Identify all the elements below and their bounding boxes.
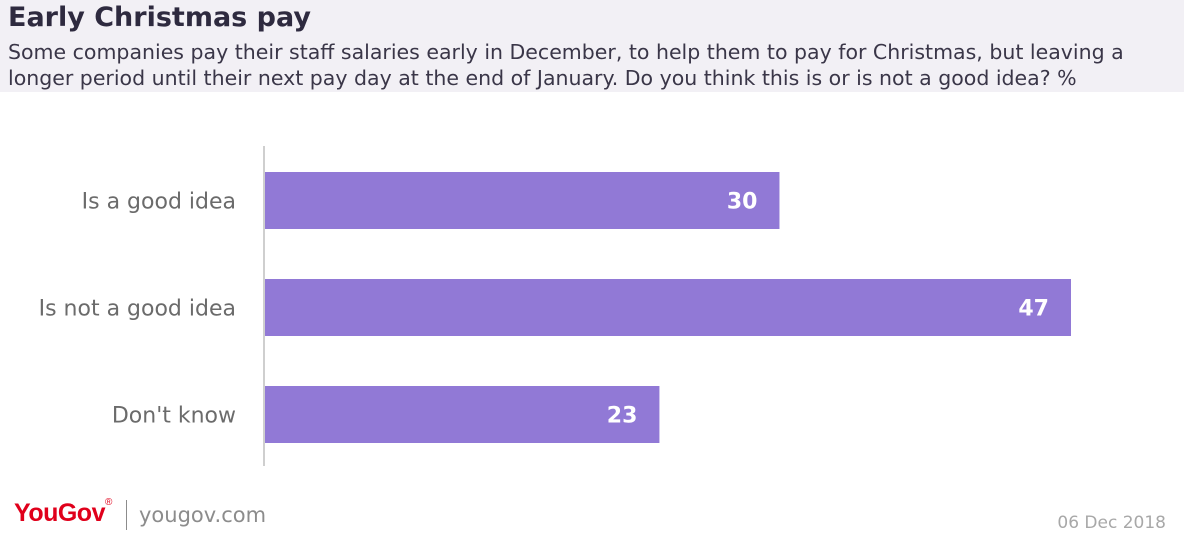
yougov-logo: YouGov®	[14, 497, 112, 528]
chart-header: Early Christmas pay Some companies pay t…	[0, 0, 1184, 92]
logo-divider	[126, 500, 127, 530]
bar-chart: Is a good idea 30 Is not a good idea 47 Don'…	[39, 146, 1071, 466]
category-label: Is a good idea	[82, 190, 236, 215]
category-label: Is not a good idea	[39, 297, 236, 322]
data-label: 30	[727, 190, 758, 215]
logo-registered-mark: ®	[104, 497, 112, 508]
bar	[265, 172, 780, 229]
data-label: 23	[607, 404, 638, 429]
logo-text: YouGov	[14, 499, 105, 527]
category-label: Don't know	[112, 404, 236, 429]
publish-date: 06 Dec 2018	[1057, 513, 1166, 533]
bar	[265, 279, 1071, 336]
site-link[interactable]: yougov.com	[139, 503, 267, 527]
bar	[265, 386, 660, 443]
chart-subtitle: Some companies pay their staff salaries …	[8, 40, 1124, 90]
data-label: 47	[1018, 297, 1049, 322]
chart-title: Early Christmas pay	[8, 2, 311, 33]
